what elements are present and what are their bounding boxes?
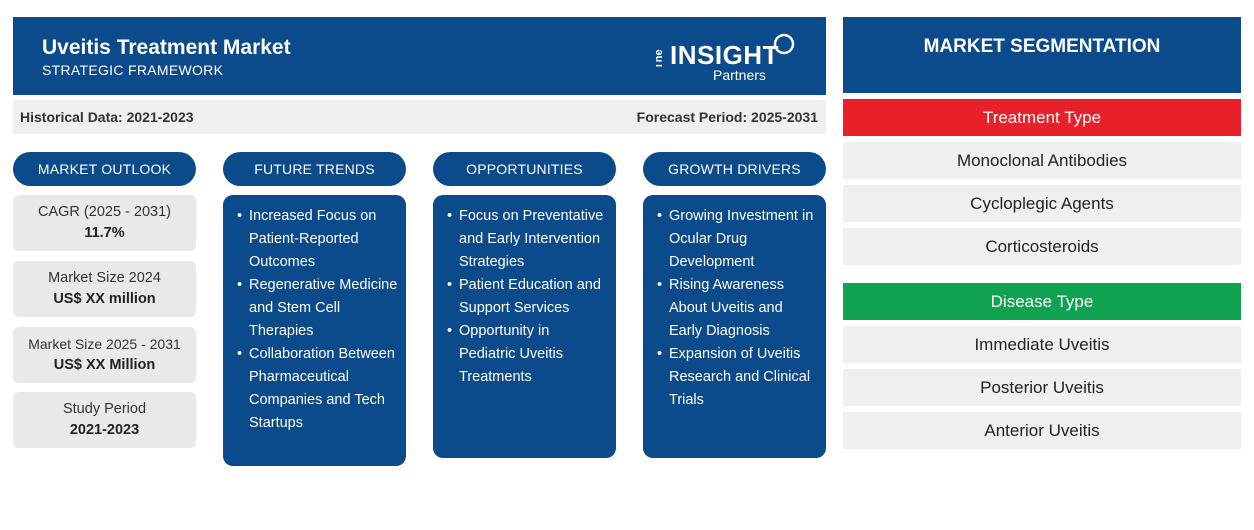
segment-item: Monoclonal Antibodies — [843, 142, 1241, 179]
page-title: Uveitis Treatment Market — [42, 36, 291, 59]
stat-value: US$ XX million — [53, 291, 156, 307]
segment-disease-type: Disease Type — [843, 283, 1241, 320]
list-item: Regenerative Medicine and Stem Cell Ther… — [237, 274, 398, 343]
future-trends-heading: FUTURE TRENDS — [223, 152, 406, 186]
list-item: Increased Focus on Patient-Reported Outc… — [237, 205, 398, 274]
market-outlook-heading: MARKET OUTLOOK — [13, 152, 196, 186]
future-trends-panel: Increased Focus on Patient-Reported Outc… — [223, 195, 406, 466]
opportunities-heading: OPPORTUNITIES — [433, 152, 616, 186]
segment-item: Immediate Uveitis — [843, 326, 1241, 363]
list-item: Rising Awareness About Uveitis and Early… — [657, 274, 818, 343]
logo-small-text: The — [656, 49, 665, 69]
logo-sub-text: Partners — [713, 67, 766, 83]
period-bar: Historical Data: 2021-2023 Forecast Peri… — [13, 100, 826, 134]
market-segmentation-heading: MARKET SEGMENTATION — [843, 17, 1241, 93]
stat-label: Market Size 2025 - 2031 — [28, 336, 181, 352]
historical-data-label: Historical Data: 2021-2023 — [20, 109, 194, 125]
list-item: Expansion of Uveitis Research and Clinic… — [657, 343, 818, 412]
stat-market-size-2024: Market Size 2024 US$ XX million — [13, 261, 196, 317]
list-item: Growing Investment in Ocular Drug Develo… — [657, 205, 818, 274]
stat-study-period: Study Period 2021-2023 — [13, 392, 196, 448]
list-item: Patient Education and Support Services — [447, 274, 608, 320]
list-item: Opportunity in Pediatric Uveitis Treatme… — [447, 320, 608, 389]
list-item: Collaboration Between Pharmaceutical Com… — [237, 343, 398, 435]
opportunities-panel: Focus on Preventative and Early Interven… — [433, 195, 616, 458]
segment-item: Cycloplegic Agents — [843, 185, 1241, 222]
header-banner: Uveitis Treatment Market STRATEGIC FRAME… — [13, 17, 826, 95]
segment-item: Posterior Uveitis — [843, 369, 1241, 406]
segment-treatment-type: Treatment Type — [843, 99, 1241, 136]
stat-market-size-forecast: Market Size 2025 - 2031 US$ XX Million — [13, 327, 196, 383]
logo-main-text: INSIGHT — [670, 40, 779, 70]
stat-value: 11.7% — [84, 225, 125, 241]
stat-label: CAGR (2025 - 2031) — [38, 204, 171, 220]
segment-item: Anterior Uveitis — [843, 412, 1241, 449]
growth-drivers-panel: Growing Investment in Ocular Drug Develo… — [643, 195, 826, 458]
page-subtitle: STRATEGIC FRAMEWORK — [42, 62, 224, 78]
segment-item: Corticosteroids — [843, 228, 1241, 265]
stat-label: Market Size 2024 — [48, 270, 161, 286]
growth-drivers-heading: GROWTH DRIVERS — [643, 152, 826, 186]
forecast-period-label: Forecast Period: 2025-2031 — [636, 109, 818, 125]
stat-label: Study Period — [62, 401, 147, 417]
stat-cagr: CAGR (2025 - 2031) 11.7% — [13, 195, 196, 251]
insight-partners-logo: The INSIGHT Partners — [656, 33, 795, 83]
list-item: Focus on Preventative and Early Interven… — [447, 205, 608, 274]
stat-value: 2021-2023 — [69, 422, 140, 438]
stat-value: US$ XX Million — [53, 357, 156, 373]
logo-ring-icon — [773, 33, 795, 55]
